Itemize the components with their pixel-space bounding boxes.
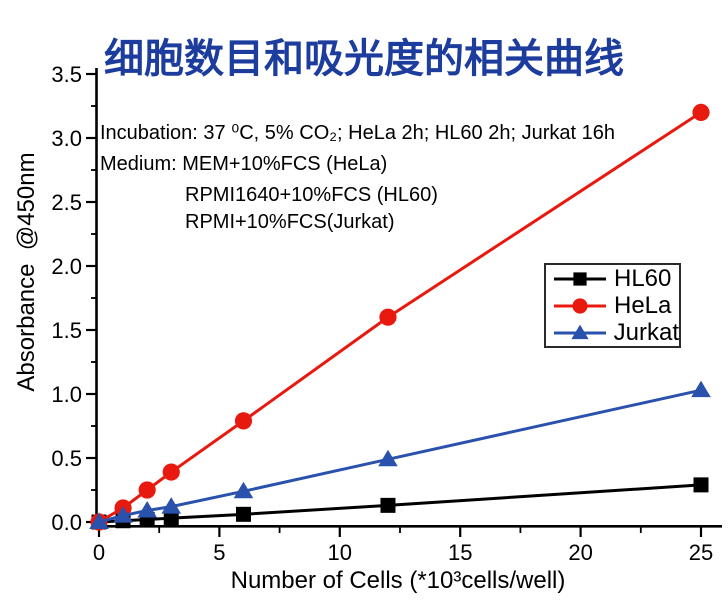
series-marker-jurkat: [161, 497, 182, 514]
series-marker-hela: [379, 308, 397, 326]
legend-sample-marker: [573, 271, 587, 286]
annotation-medium-jurkat: RPMI+10%FCS(Jurkat): [185, 211, 395, 233]
legend-swatch-square-icon: [554, 271, 606, 286]
legend-label-hela: HeLa: [614, 291, 672, 319]
legend-item-jurkat: Jurkat: [551, 319, 679, 346]
legend-item-hela: HeLa: [551, 292, 679, 319]
x-tick-label: 5: [213, 540, 225, 565]
series-marker-jurkat: [113, 506, 133, 523]
annotation-incubation: Incubation: 37 ⁰C, 5% CO₂; HeLa 2h; HL60…: [100, 122, 615, 144]
y-tick-label: 0.5: [51, 446, 82, 471]
y-tick-label: 2.5: [51, 190, 82, 215]
series-marker-hl60: [235, 506, 251, 522]
x-axis-title: Number of Cells (*10³cells/well): [230, 567, 566, 594]
annotation-medium-hela: Medium: MEM+10%FCS (HeLa): [100, 153, 388, 175]
series-marker-hela: [692, 103, 710, 121]
y-tick-label: 1.5: [51, 318, 82, 343]
chart-title: 细胞数目和吸光度的相关曲线: [104, 36, 624, 81]
annotation-medium-hl60: RPMI1640+10%FCS (HL60): [185, 184, 438, 206]
legend-label-hl60: HL60: [614, 264, 672, 292]
series-marker-hl60: [693, 477, 709, 493]
series-marker-jurkat: [233, 481, 254, 499]
legend-label-jurkat: Jurkat: [613, 318, 679, 346]
legend-sample-marker: [572, 297, 588, 314]
series-marker-hela: [138, 481, 156, 499]
x-tick-label: 25: [689, 540, 713, 565]
x-tick-label: 20: [568, 540, 592, 565]
y-tick-label: 1.0: [51, 382, 82, 407]
legend-swatch-triangle-icon: [554, 324, 606, 339]
y-tick-label: 3.0: [51, 126, 82, 151]
series-marker-hl60: [380, 497, 396, 513]
x-tick-label: 10: [328, 540, 352, 565]
y-tick-label: 0.0: [51, 510, 82, 535]
y-axis-title: Absorbance @450nm: [13, 152, 40, 392]
legend-sample-marker: [571, 324, 589, 339]
series-marker-jurkat: [691, 380, 711, 398]
series-line-jurkat: [98, 388, 702, 524]
y-tick-label: 3.5: [51, 62, 82, 87]
legend-swatch-circle-icon: [554, 297, 606, 314]
y-tick-label: 2.0: [51, 254, 82, 279]
x-tick-label: 15: [448, 540, 472, 565]
legend-item-hl60: HL60: [551, 265, 679, 292]
series-marker-jurkat: [137, 500, 157, 518]
series-marker-jurkat: [378, 449, 398, 467]
series-marker-hela: [162, 463, 180, 481]
x-tick-label: 0: [93, 540, 105, 565]
series-marker-hela: [234, 412, 253, 430]
series-marker-jurkat: [89, 512, 109, 529]
legend-box: HL60 HeLa Jurkat: [544, 263, 681, 348]
series-marker-hl60: [163, 510, 179, 526]
